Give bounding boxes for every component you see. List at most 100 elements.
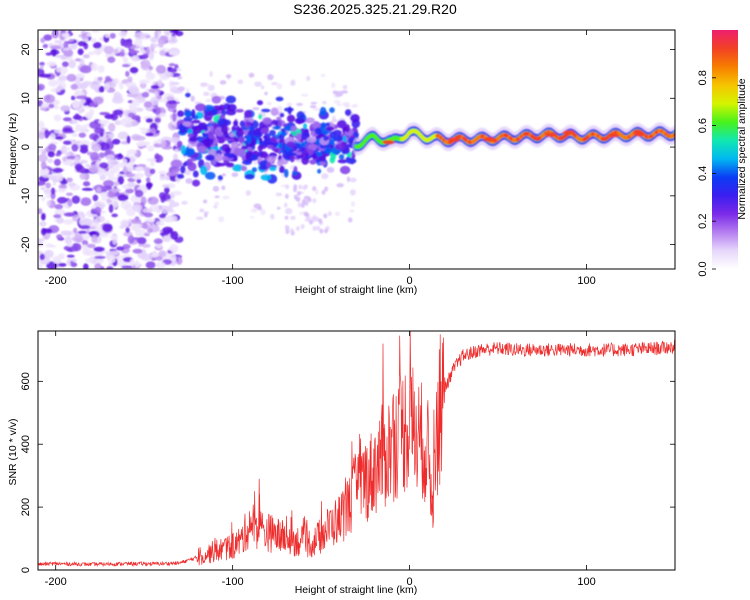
- spectrogram-blob: [111, 138, 121, 145]
- spectrogram-blob: [350, 114, 360, 123]
- spectrogram-blob: [55, 54, 65, 58]
- spectrogram-blob: [39, 65, 44, 70]
- spectrogram-blob: [94, 263, 102, 269]
- spectrogram-blob: [319, 228, 324, 234]
- spectrogram-blob: [118, 153, 123, 158]
- spectrogram-blob: [199, 82, 208, 88]
- x-tick-label: -200: [45, 576, 67, 588]
- spectrogram-blob: [213, 205, 218, 209]
- spectrogram-blob: [89, 121, 102, 129]
- spectrogram-blob: [269, 166, 277, 172]
- spectrogram-blob: [334, 211, 340, 217]
- spectrogram-blob: [73, 227, 78, 234]
- spectrogram-blobs: [38, 30, 675, 269]
- spectrogram-blob: [82, 54, 90, 59]
- spectrogram-x-ticks: -200 -100 0 100: [45, 30, 596, 287]
- spectrogram-blob: [70, 83, 78, 90]
- spectrogram-blob: [61, 231, 73, 236]
- spectrogram-blob: [347, 217, 353, 223]
- spectrogram-blob: [321, 189, 326, 195]
- spectrogram-blob: [107, 132, 115, 139]
- spectrogram-blob: [276, 159, 284, 167]
- spectrogram-blob: [51, 30, 59, 39]
- spectrogram-blob: [247, 157, 253, 163]
- spectrogram-blob: [266, 160, 272, 169]
- y-tick-label: 400: [20, 435, 32, 453]
- colorbar-tick-label: 0.6: [697, 118, 709, 133]
- spectrogram-blob: [164, 175, 170, 181]
- spectrogram-blob: [170, 159, 183, 169]
- spectrogram-blob: [89, 151, 100, 161]
- spectrogram-blob: [260, 108, 271, 113]
- spectrogram-blob: [258, 165, 268, 171]
- spectrogram-blob: [98, 86, 105, 93]
- spectrogram-blob: [350, 201, 356, 207]
- spectrogram-blob: [38, 146, 44, 153]
- spectrogram-blob: [154, 30, 159, 39]
- spectrogram-blob: [276, 206, 281, 210]
- spectrogram-blob: [332, 90, 338, 95]
- spectrogram-blob: [151, 43, 159, 48]
- spectrogram-blob: [307, 197, 312, 203]
- spectrogram-blob: [126, 149, 138, 155]
- x-tick-label: -100: [222, 576, 244, 588]
- spectrogram-blob: [320, 74, 326, 78]
- spectrogram-blob: [258, 113, 263, 120]
- spectrogram-blob: [103, 170, 115, 177]
- spectrogram-blob: [68, 182, 76, 187]
- spectrogram-blob: [270, 107, 279, 117]
- spectrogram-blob: [47, 151, 55, 158]
- colorbar-label: Normalized spectral amplitude: [736, 78, 748, 219]
- spectrogram-blob: [339, 165, 351, 175]
- spectrogram-blob: [130, 226, 139, 231]
- spectrogram-blob: [126, 210, 136, 217]
- spectrogram-blob: [68, 38, 75, 42]
- spectrogram-blob: [285, 207, 293, 215]
- spectrogram-blob: [182, 121, 192, 127]
- spectrogram-blob: [134, 31, 146, 40]
- spectrogram-blob: [166, 96, 175, 101]
- spectrogram-blob: [317, 156, 327, 162]
- spectrogram-blob: [96, 203, 106, 208]
- spectrogram-blob: [43, 94, 56, 104]
- spectrogram-blob: [53, 129, 62, 134]
- spectrogram-x-axis-title: Height of straight line (km): [295, 284, 418, 296]
- spectrogram-blob: [46, 61, 57, 67]
- spectrogram-blob: [117, 131, 129, 140]
- spectrogram-blob: [301, 199, 306, 205]
- spectrogram-blob: [169, 243, 179, 253]
- colorbar-tick-label: 0.0: [697, 261, 709, 276]
- spectrogram-blob: [154, 154, 164, 163]
- spectrogram-blob: [49, 244, 57, 248]
- spectrogram-blob: [279, 112, 285, 118]
- spectrogram-blob: [129, 48, 136, 55]
- spectrogram-blob: [324, 228, 329, 234]
- spectrogram-blob: [284, 193, 289, 199]
- spectrogram-blob: [276, 83, 283, 90]
- spectrogram-blob: [81, 187, 94, 191]
- spectrogram-blob: [41, 174, 52, 178]
- spectrogram-blob: [186, 88, 190, 94]
- spectrogram-blob: [142, 223, 149, 230]
- spectrogram-blob: [63, 40, 69, 49]
- spectrogram-blob: [54, 39, 63, 44]
- spectrogram-blob: [79, 144, 89, 149]
- spectrogram-blob: [298, 146, 305, 152]
- spectrogram-blob: [309, 104, 317, 109]
- spectrogram-blob: [340, 90, 349, 94]
- snr-series-line: [38, 331, 675, 568]
- spectrogram-blob: [192, 170, 199, 178]
- spectrogram-blob: [92, 42, 102, 49]
- spectrogram-blob: [285, 184, 290, 190]
- spectrogram-blob: [170, 137, 181, 144]
- spectrogram-blob: [67, 243, 74, 247]
- spectrogram-blob: [266, 101, 272, 106]
- spectrogram-blob: [218, 216, 225, 223]
- spectrogram-blob: [145, 72, 156, 80]
- spectrogram-blob: [271, 82, 278, 86]
- spectrogram-blob: [260, 174, 272, 181]
- spectrogram-blob: [139, 82, 147, 89]
- y-tick-label: -20: [20, 237, 32, 253]
- spectrogram-blob: [131, 175, 141, 180]
